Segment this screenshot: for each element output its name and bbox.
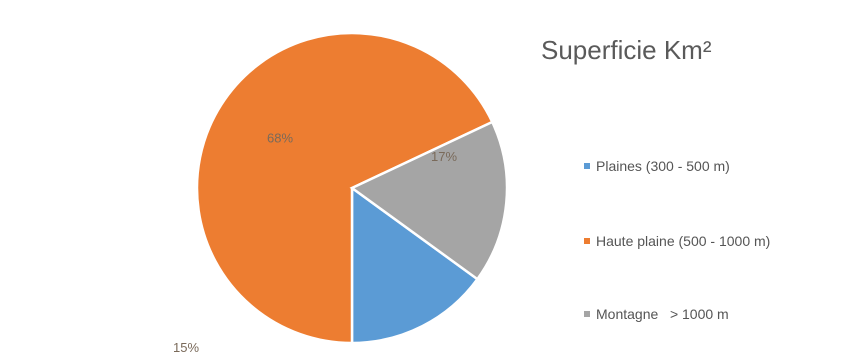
- pie-slice-plaines: [350, 185, 480, 345]
- legend-label-plaines: Plaines (300 - 500 m): [596, 158, 730, 174]
- legend-item-plaines: Plaines (300 - 500 m): [584, 158, 730, 174]
- legend-swatch-plaines: [584, 163, 590, 169]
- legend-item-haute-plaine: Haute plaine (500 - 1000 m): [584, 233, 770, 249]
- pie-slice-haute-plaine: [195, 31, 494, 345]
- data-label-haute-plaine: 68%: [267, 130, 293, 145]
- data-label-plaines: 15%: [173, 340, 199, 355]
- chart-title: Superficie Km²: [541, 35, 712, 65]
- legend-label-montagne: Montagne > 1000 m: [596, 306, 729, 322]
- data-label-montagne: 17%: [431, 149, 457, 164]
- legend-swatch-haute-plaine: [584, 238, 590, 244]
- legend-swatch-montagne: [584, 311, 590, 317]
- legend-item-montagne: Montagne > 1000 m: [584, 306, 729, 322]
- legend-label-haute-plaine: Haute plaine (500 - 1000 m): [596, 233, 771, 249]
- pie-slice-montagne: [349, 120, 509, 281]
